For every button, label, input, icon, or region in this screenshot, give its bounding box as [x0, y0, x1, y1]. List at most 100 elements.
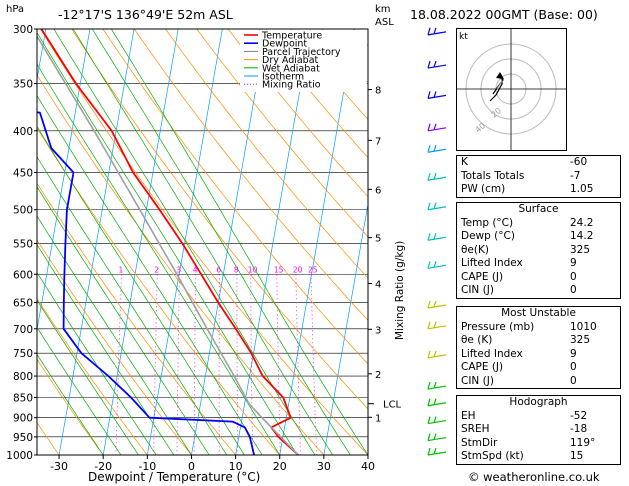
- mixing-ratio-line: [176, 274, 180, 455]
- wind-barb: [427, 433, 447, 442]
- pressure-tick-label: 850: [13, 392, 33, 404]
- pressure-tick-label: 450: [13, 167, 33, 179]
- wet-adiabat-line: [53, 29, 316, 455]
- pressure-tick-label: 350: [13, 79, 33, 91]
- dry-adiabat-line: [133, 29, 368, 321]
- surface-row: Dewp (°C) 14.2: [461, 230, 594, 242]
- km-tick-label: 6: [375, 185, 381, 196]
- hodograph-storm-marker: [496, 72, 504, 79]
- mixing-ratio-axis-label: Mixing Ratio (g/kg): [394, 240, 406, 340]
- wet-adiabat-line: [37, 125, 245, 455]
- km-tick-label: 1: [375, 413, 381, 424]
- x-tick-label: 10: [229, 460, 243, 473]
- pressure-tick-label: 650: [13, 298, 33, 310]
- legend-entry: Dry Adiabat: [262, 55, 319, 66]
- mixing-ratio-line: [310, 274, 318, 455]
- most-unstable-row: CAPE (J) 0: [461, 361, 577, 373]
- wind-barb: [427, 447, 447, 456]
- most-unstable-row: CIN (J) 0: [461, 374, 577, 387]
- wet-adiabat-line: [37, 31, 298, 455]
- most-unstable-row: Pressure (mb) 1010: [461, 320, 597, 333]
- wet-adiabat-line: [37, 243, 175, 455]
- location-title: -12°17'S 136°49'E 52m ASL: [58, 7, 233, 22]
- pressure-tick-label: 500: [13, 205, 33, 217]
- dry-adiabat-line: [71, 29, 368, 410]
- km-tick-label: 5: [375, 234, 381, 245]
- wet-adiabat-line: [37, 186, 210, 455]
- isotherm-line: [0, 29, 2, 455]
- isotherm-line: [279, 29, 356, 455]
- datetime-label: 18.08.2022 00GMT (Base: 00): [410, 7, 598, 22]
- hpa-label: hPa: [6, 4, 25, 15]
- index-row-totals: Totals Totals -7: [461, 169, 581, 182]
- legend-entry: Temperature: [261, 31, 322, 42]
- wet-adiabat-line: [37, 63, 280, 455]
- hodograph-kt-label: kt: [459, 32, 468, 42]
- wind-barb: [427, 202, 447, 211]
- wet-adiabat-line: [37, 215, 192, 455]
- asl-label: ASL: [375, 17, 394, 28]
- mixing-ratio-line: [193, 274, 197, 455]
- wet-adiabat-line: [37, 156, 228, 455]
- dry-adiabat-line: [37, 127, 280, 455]
- wind-barb: [427, 233, 447, 241]
- x-tick-label: 20: [273, 460, 287, 473]
- pressure-tick-label: 600: [13, 269, 33, 281]
- wet-adiabat-line: [37, 326, 122, 455]
- pressure-tick-label: 550: [13, 238, 33, 250]
- mixing-ratio-label: 8: [234, 265, 239, 274]
- mixing-ratio-label: 25: [308, 265, 318, 274]
- wet-adiabat-line: [37, 271, 157, 455]
- mixing-ratio-label: 10: [248, 265, 258, 274]
- surface-row: Lifted Index 9: [461, 257, 577, 269]
- dry-adiabat-line: [37, 182, 236, 455]
- legend-entry: Isotherm: [262, 72, 304, 83]
- pressure-tick-label: 400: [13, 126, 33, 138]
- legend-background: [240, 30, 367, 92]
- surface-row: Temp (°C) 24.2: [461, 216, 594, 229]
- index-row-k: K -60: [461, 156, 588, 168]
- wind-barb: [427, 60, 447, 69]
- dry-adiabat-line: [37, 239, 192, 455]
- km-tick-label: 4: [375, 280, 381, 291]
- dry-adiabat-line: [40, 29, 368, 455]
- mixing-ratio-line: [153, 274, 158, 455]
- pressure-tick-label: 750: [13, 348, 33, 360]
- x-tick-label: 0: [188, 460, 195, 473]
- series-parcel-trajectory: [37, 34, 299, 455]
- km-tick-label: 7: [375, 136, 381, 147]
- hodograph-row: StmSpd (kt) 15: [461, 450, 584, 462]
- surface-table: Surface Temp (°C) 24.2 Dewp (°C) 14.2 θe(K…: [456, 202, 621, 299]
- surface-row: CIN (J) 0: [461, 284, 577, 296]
- dry-adiabat-line: [196, 29, 368, 238]
- isotherm-line: [58, 29, 135, 455]
- hodograph-table: Hodograph EH -52 SREH -18 StmDir 119° StmSp…: [456, 395, 621, 465]
- dry-adiabat-line: [102, 29, 368, 365]
- lcl-label: LCL: [383, 400, 402, 411]
- legend-entry: Wet Adiabat: [262, 63, 320, 74]
- x-tick-label: -10: [138, 460, 156, 473]
- pressure-tick-label: 900: [13, 413, 33, 425]
- isotherm-line: [191, 29, 267, 455]
- pressure-tick-label: 950: [13, 432, 33, 444]
- dry-adiabat-line: [227, 29, 368, 198]
- series-dewpoint: [37, 111, 255, 455]
- mixing-ratio-label: 20: [293, 265, 303, 274]
- mixing-ratio-label: 1: [119, 265, 124, 274]
- wind-barb: [427, 123, 447, 132]
- hodograph-row: EH -52: [461, 409, 588, 422]
- x-tick-label: -30: [50, 460, 68, 473]
- dry-adiabat-line: [259, 29, 368, 159]
- mixing-ratio-label: 4: [193, 265, 198, 274]
- wind-barb: [427, 300, 447, 309]
- mixing-ratio-label: 6: [216, 265, 221, 274]
- hodograph: kt 20 40: [456, 28, 567, 151]
- wind-barb: [427, 416, 447, 425]
- km-tick-label: 8: [375, 86, 381, 97]
- most-unstable-row: Lifted Index 9: [461, 347, 577, 360]
- x-tick-label: 30: [317, 460, 331, 473]
- wind-barb: [427, 398, 447, 407]
- pressure-tick-label: 700: [13, 324, 33, 336]
- legend-entry: Parcel Trajectory: [262, 47, 341, 58]
